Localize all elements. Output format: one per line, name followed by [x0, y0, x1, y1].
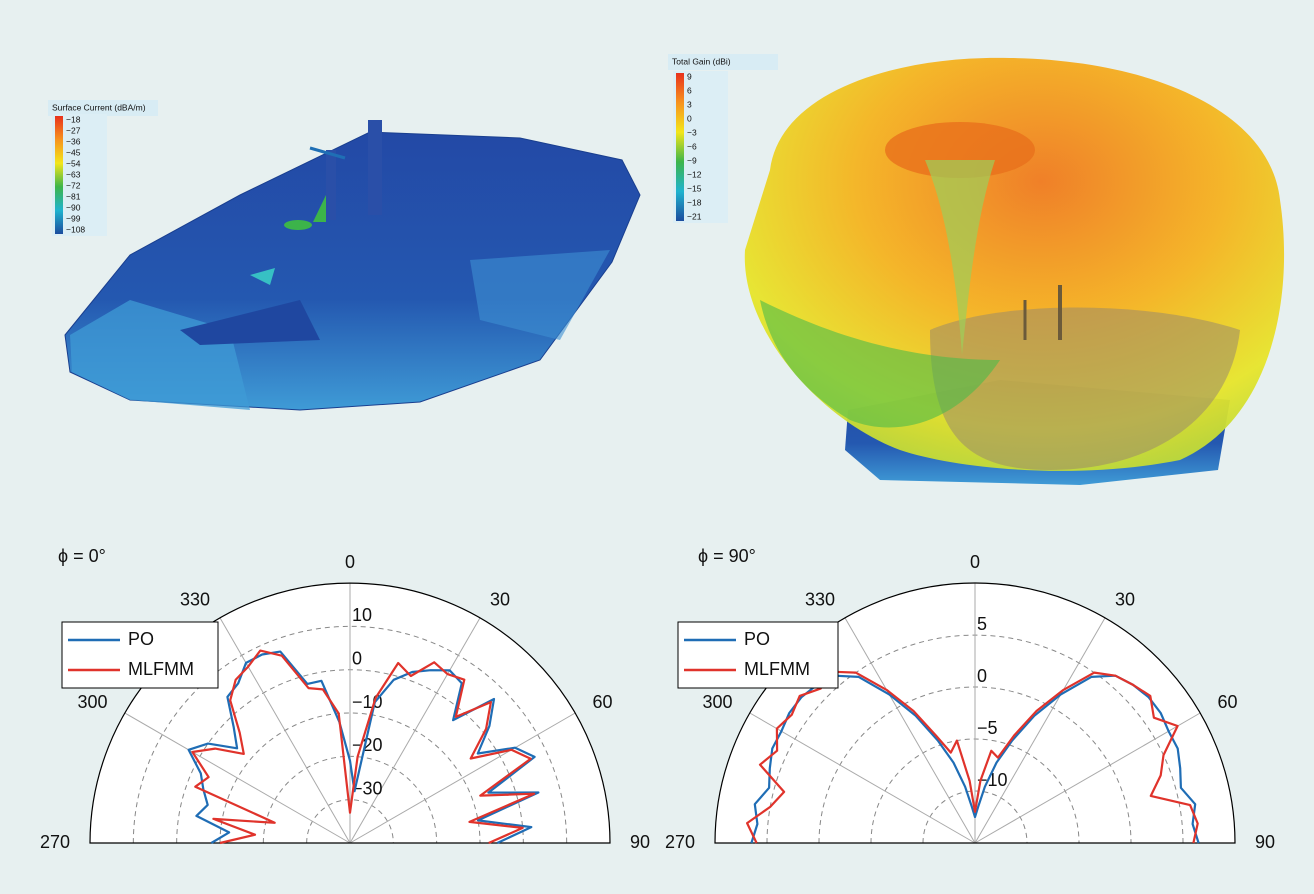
gain-pattern-render — [745, 58, 1284, 485]
colorbar-tick-label: −99 — [66, 213, 81, 223]
legend-label: MLFMM — [744, 659, 810, 679]
colorbar-tick-label: −12 — [687, 169, 702, 179]
angle-tick-label: 300 — [77, 692, 107, 712]
angle-tick-label: 90 — [1255, 832, 1275, 852]
angle-tick-label: 60 — [1217, 692, 1237, 712]
legend-label: MLFMM — [128, 659, 194, 679]
angle-tick-label: 0 — [345, 552, 355, 572]
angle-tick-label: 90 — [630, 832, 650, 852]
colorbar-tick-label: −45 — [66, 147, 81, 157]
radial-tick-label: 10 — [352, 605, 372, 625]
chart-title: ϕ = 90° — [698, 546, 756, 566]
radial-tick-label: −5 — [977, 718, 998, 738]
ship-surface-render — [65, 120, 640, 410]
angle-tick-label: 330 — [805, 589, 835, 609]
colorbar-tick-label: −81 — [66, 191, 81, 201]
colorbar-tick-label: −9 — [687, 155, 697, 165]
angle-tick-label: 30 — [1115, 589, 1135, 609]
radial-tick-label: 0 — [977, 666, 987, 686]
colorbar-tick-label: −3 — [687, 127, 697, 137]
colorbar-tick-label: −27 — [66, 125, 81, 135]
colorbar-tick-label: 9 — [687, 71, 692, 81]
figure: Surface Current (dBA/m)−18−27−36−45−54−6… — [0, 0, 1314, 894]
colorbar-tick-label: −72 — [66, 180, 81, 190]
figure-canvas: Surface Current (dBA/m)−18−27−36−45−54−6… — [0, 0, 1314, 894]
angle-tick-label: 330 — [180, 589, 210, 609]
colorbar: Surface Current (dBA/m) −18−27−36−45−54−6… — [48, 100, 158, 236]
colorbar-tick-label: −15 — [687, 183, 702, 193]
colorbar-bar — [676, 73, 684, 221]
colorbar-tick-label: 3 — [687, 99, 692, 109]
colorbar-title: Surface Current (dBA/m) — [52, 102, 146, 112]
colorbar-tick-label: −36 — [66, 136, 81, 146]
chart-title: ϕ = 0° — [58, 546, 106, 566]
radial-tick-label: 5 — [977, 614, 987, 634]
colorbar-tick-label: −108 — [66, 224, 85, 234]
angle-tick-label: 0 — [970, 552, 980, 572]
colorbar-tick-label: −90 — [66, 202, 81, 212]
radial-tick-label: 0 — [352, 648, 362, 668]
colorbar-tick-label: −63 — [66, 169, 81, 179]
colorbar-tick-label: 6 — [687, 85, 692, 95]
colorbar-tick-label: −18 — [687, 197, 702, 207]
angle-tick-label: 30 — [490, 589, 510, 609]
legend-label: PO — [128, 629, 154, 649]
colorbar-tick-label: −54 — [66, 158, 81, 168]
angle-tick-label: 270 — [40, 832, 70, 852]
colorbar-tick-label: −21 — [687, 211, 702, 221]
legend: PO MLFMM — [62, 622, 218, 688]
angle-tick-label: 60 — [592, 692, 612, 712]
colorbar-tick-label: −18 — [66, 114, 81, 124]
colorbar-bar — [55, 116, 63, 234]
colorbar-title: Total Gain (dBi) — [672, 56, 731, 66]
colorbar-tick-label: 0 — [687, 113, 692, 123]
legend-label: PO — [744, 629, 770, 649]
angle-tick-label: 300 — [702, 692, 732, 712]
colorbar-tick-label: −6 — [687, 141, 697, 151]
angle-tick-label: 270 — [665, 832, 695, 852]
legend: PO MLFMM — [678, 622, 838, 688]
